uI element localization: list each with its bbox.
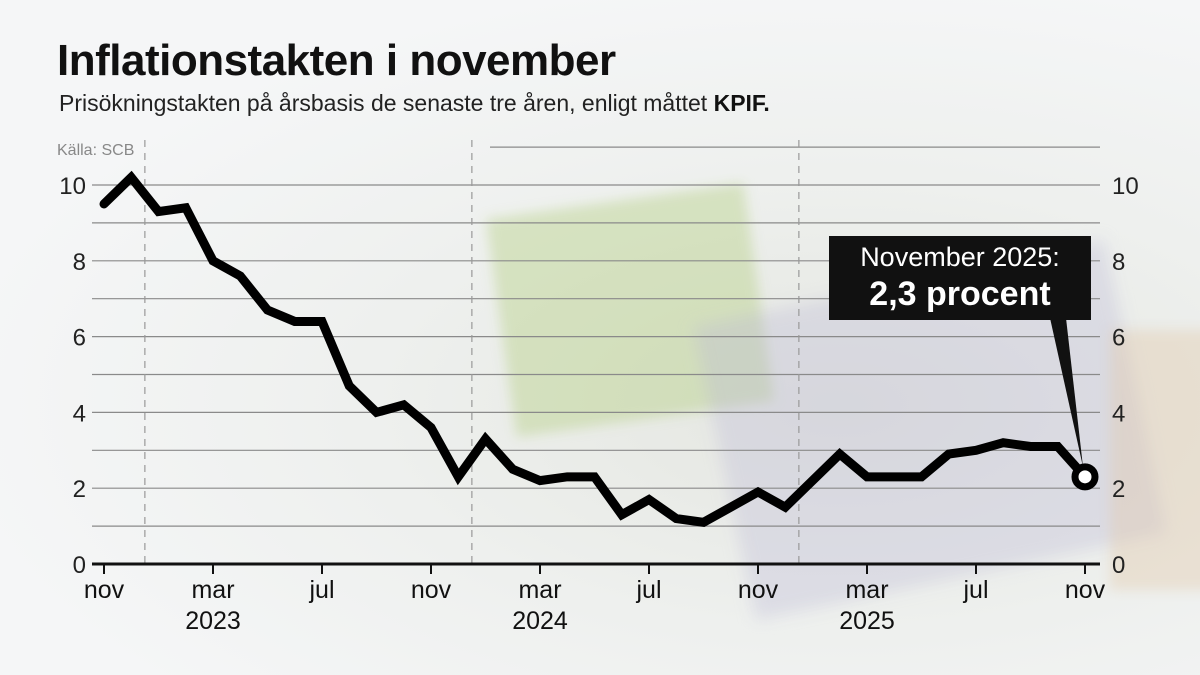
annotation-line1: November 2025: (860, 242, 1060, 272)
y-tick-label-right: 2 (1112, 476, 1125, 503)
source-label: Källa: SCB (57, 142, 134, 159)
x-tick-label: jul (962, 576, 988, 604)
x-tick-label: nov (1065, 576, 1106, 604)
x-tick-label: jul (635, 576, 661, 604)
x-tick-label: jul (308, 576, 334, 604)
x-tick-label: nov (411, 576, 452, 604)
y-tick-label-left: 4 (73, 400, 86, 427)
x-tick-label: nov (738, 576, 779, 604)
y-tick-label-left: 2 (73, 476, 86, 503)
x-tick-label: mar (191, 576, 234, 604)
y-tick-label-left: 0 (73, 552, 86, 579)
y-tick-label-left: 6 (73, 325, 86, 352)
annotation-box: November 2025: 2,3 procent (829, 236, 1091, 320)
y-tick-label-left: 10 (59, 173, 86, 200)
y-tick-label-right: 4 (1112, 400, 1125, 427)
background-banknote (1110, 330, 1200, 590)
year-label: 2023 (185, 607, 241, 635)
y-tick-label-right: 8 (1112, 249, 1125, 276)
chart-subtitle: Prisökningstakten på årsbasis de senaste… (59, 90, 770, 117)
x-tick-label: mar (845, 576, 888, 604)
chart-title: Inflationstakten i november (57, 36, 616, 85)
subtitle-measure: KPIF. (713, 90, 770, 116)
kpif-line (99, 170, 1090, 527)
x-tick-label: mar (518, 576, 561, 604)
annotation-pointer (1050, 318, 1083, 467)
y-tick-label-right: 0 (1112, 552, 1125, 579)
y-tick-label-right: 6 (1112, 325, 1125, 352)
y-tick-label-left: 8 (73, 249, 86, 276)
annotation-line2: 2,3 procent (869, 275, 1051, 313)
y-tick-label-right: 10 (1112, 173, 1139, 200)
year-label: 2025 (839, 607, 895, 635)
subtitle-text: Prisökningstakten på årsbasis de senaste… (59, 90, 708, 116)
highlight-point (1071, 463, 1099, 491)
year-label: 2024 (512, 607, 568, 635)
x-tick-label: nov (84, 576, 125, 604)
